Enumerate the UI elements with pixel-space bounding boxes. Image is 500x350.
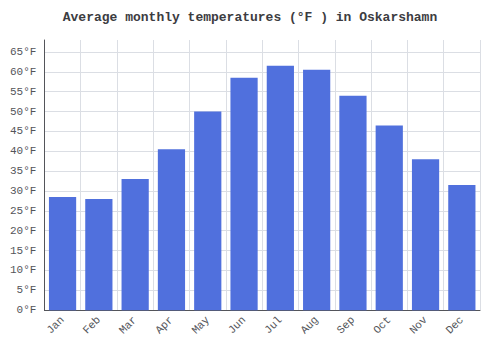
svg-text:15°F: 15°F (10, 245, 36, 257)
svg-text:Jan: Jan (44, 314, 66, 336)
svg-text:Sep: Sep (335, 314, 357, 336)
svg-text:Average monthly temperatures (: Average monthly temperatures (°F ) in Os… (63, 10, 438, 25)
svg-text:0°F: 0°F (17, 304, 37, 316)
svg-text:Apr: Apr (153, 314, 175, 336)
svg-text:65°F: 65°F (10, 46, 36, 58)
svg-text:55°F: 55°F (10, 86, 36, 98)
svg-text:35°F: 35°F (10, 165, 36, 177)
svg-text:60°F: 60°F (10, 66, 36, 78)
svg-text:Dec: Dec (444, 314, 466, 336)
svg-text:30°F: 30°F (10, 185, 36, 197)
svg-text:50°F: 50°F (10, 106, 36, 118)
svg-text:Jun: Jun (226, 314, 248, 336)
svg-text:Aug: Aug (298, 314, 320, 336)
svg-text:20°F: 20°F (10, 225, 36, 237)
svg-text:Nov: Nov (407, 314, 430, 337)
svg-text:Jul: Jul (262, 314, 284, 336)
svg-text:Mar: Mar (117, 314, 139, 336)
svg-text:25°F: 25°F (10, 205, 36, 217)
svg-text:Oct: Oct (371, 314, 393, 336)
svg-text:May: May (190, 314, 213, 337)
svg-text:Feb: Feb (81, 314, 103, 336)
svg-text:5°F: 5°F (17, 284, 37, 296)
svg-text:40°F: 40°F (10, 145, 36, 157)
svg-text:10°F: 10°F (10, 264, 36, 276)
svg-text:45°F: 45°F (10, 125, 36, 137)
